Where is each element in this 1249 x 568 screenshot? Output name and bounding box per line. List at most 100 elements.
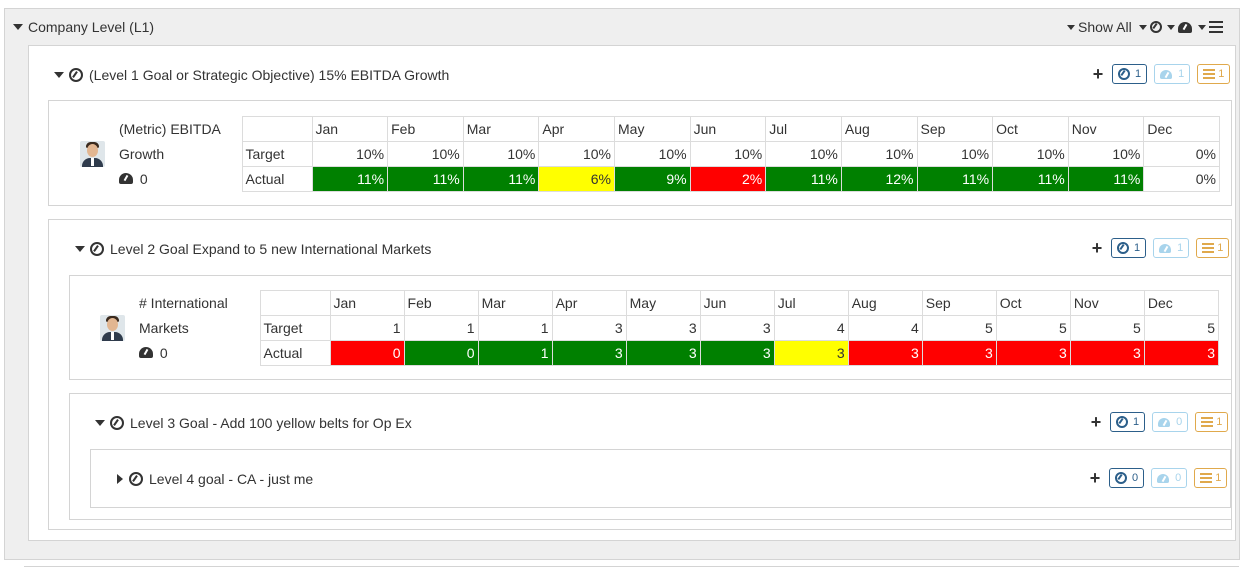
- task-count-badge[interactable]: 1: [1197, 64, 1231, 84]
- target-cell[interactable]: 10%: [387, 141, 464, 167]
- caret-down-icon[interactable]: [1138, 24, 1147, 30]
- goal-count-badge[interactable]: 1: [1112, 64, 1148, 84]
- caret-down-icon[interactable]: [1067, 24, 1075, 30]
- actual-cell[interactable]: 3: [1069, 340, 1145, 366]
- target-label: Target: [241, 141, 313, 167]
- caret-right-icon[interactable]: [117, 474, 123, 484]
- target-cell[interactable]: 0%: [1143, 141, 1220, 167]
- add-icon[interactable]: +: [1092, 64, 1104, 84]
- target-cell[interactable]: 10%: [765, 141, 842, 167]
- avatar: [100, 315, 125, 341]
- goal-l4-title[interactable]: Level 4 goal - CA - just me: [149, 471, 314, 487]
- add-icon[interactable]: +: [1091, 238, 1103, 258]
- month-header: Jun: [699, 290, 775, 316]
- goal-count-badge[interactable]: 1: [1110, 412, 1146, 432]
- target-cell[interactable]: 4: [773, 315, 849, 341]
- target-cell[interactable]: 5: [995, 315, 1071, 341]
- caret-down-icon[interactable]: [13, 24, 23, 30]
- actual-cell[interactable]: 2%: [689, 166, 767, 192]
- task-count-badge[interactable]: 1: [1195, 412, 1229, 432]
- actual-cell[interactable]: 6%: [538, 166, 615, 192]
- actual-cell[interactable]: 11%: [311, 166, 389, 192]
- month-header: Jul: [765, 116, 842, 142]
- target-cell[interactable]: 1: [477, 315, 553, 341]
- target-cell[interactable]: 1: [329, 315, 405, 341]
- actual-row: 0 Actual 0 0 1 3 3 3 3 3 3 3 3 3: [136, 340, 1220, 366]
- target-cell[interactable]: 1: [403, 315, 479, 341]
- actual-cell[interactable]: 11%: [765, 166, 842, 192]
- caret-down-icon[interactable]: [1197, 24, 1206, 30]
- target-cell[interactable]: 10%: [462, 141, 540, 167]
- goal-l1-title[interactable]: (Level 1 Goal or Strategic Objective) 15…: [89, 67, 450, 83]
- actual-cell[interactable]: 0: [329, 340, 405, 366]
- target-cell[interactable]: 10%: [311, 141, 389, 167]
- metric-count-badge[interactable]: 1: [1154, 64, 1191, 84]
- task-count-badge[interactable]: 1: [1196, 238, 1230, 258]
- add-icon[interactable]: +: [1090, 412, 1102, 432]
- target-cell[interactable]: 10%: [992, 141, 1069, 167]
- actual-cell[interactable]: 3: [625, 340, 701, 366]
- actual-cell[interactable]: 11%: [916, 166, 994, 192]
- add-icon[interactable]: +: [1089, 468, 1101, 488]
- task-filter-icon[interactable]: [1208, 21, 1223, 33]
- actual-cell[interactable]: 3: [699, 340, 775, 366]
- caret-down-icon[interactable]: [75, 246, 85, 252]
- goal-l2-title[interactable]: Level 2 Goal Expand to 5 new Internation…: [110, 241, 432, 257]
- metric-name[interactable]: # International: [139, 295, 228, 311]
- task-count-badge[interactable]: 1: [1194, 468, 1228, 488]
- target-cell[interactable]: 3: [699, 315, 775, 341]
- goal-count-badge[interactable]: 1: [1111, 238, 1147, 258]
- metric-name-cont[interactable]: Markets: [139, 320, 189, 336]
- target-cell[interactable]: 4: [847, 315, 923, 341]
- metric-count-badge[interactable]: 0: [1152, 412, 1189, 432]
- caret-down-icon[interactable]: [1166, 24, 1175, 30]
- target-cell[interactable]: 5: [1143, 315, 1220, 341]
- caret-down-icon[interactable]: [54, 72, 64, 78]
- actual-cell[interactable]: 11%: [992, 166, 1069, 192]
- target-cell[interactable]: 3: [551, 315, 627, 341]
- target-cell[interactable]: 3: [625, 315, 701, 341]
- avatar: [80, 141, 105, 167]
- month-header: Feb: [387, 116, 464, 142]
- goal-l2-header[interactable]: Level 2 Goal Expand to 5 new Internation…: [75, 241, 431, 257]
- target-cell[interactable]: 10%: [689, 141, 767, 167]
- goal-l3-title[interactable]: Level 3 Goal - Add 100 yellow belts for …: [130, 415, 412, 431]
- actual-cell[interactable]: 11%: [1067, 166, 1145, 192]
- target-cell[interactable]: 10%: [538, 141, 615, 167]
- actual-cell[interactable]: 11%: [387, 166, 464, 192]
- goal-filter-icon[interactable]: [1149, 21, 1162, 33]
- goal-l1-header[interactable]: (Level 1 Goal or Strategic Objective) 15…: [54, 67, 449, 83]
- goal-l2-actions: + 1 1 1: [1090, 238, 1230, 258]
- target-cell[interactable]: 10%: [614, 141, 691, 167]
- actual-cell[interactable]: 9%: [614, 166, 691, 192]
- metric-filter-icon[interactable]: [1177, 21, 1192, 33]
- actual-cell[interactable]: 3: [995, 340, 1071, 366]
- actual-cell[interactable]: 3: [551, 340, 627, 366]
- metric-count-badge[interactable]: 0: [1151, 468, 1188, 488]
- task-list-icon: [1201, 417, 1214, 427]
- metric-name-cont[interactable]: Growth: [119, 146, 165, 162]
- goal-l3-header[interactable]: Level 3 Goal - Add 100 yellow belts for …: [95, 415, 412, 431]
- actual-cell[interactable]: 12%: [840, 166, 918, 192]
- actual-cell[interactable]: 3: [773, 340, 849, 366]
- company-level-title: Company Level (L1): [28, 19, 155, 35]
- goal-count-badge[interactable]: 0: [1109, 468, 1145, 488]
- target-cell[interactable]: 10%: [840, 141, 918, 167]
- metric-count-badge[interactable]: 1: [1153, 238, 1190, 258]
- actual-cell[interactable]: 3: [847, 340, 923, 366]
- metric-name[interactable]: (Metric) EBITDA: [119, 121, 221, 137]
- show-all-dropdown[interactable]: Show All: [1078, 19, 1132, 35]
- actual-cell[interactable]: 0: [403, 340, 479, 366]
- target-cell[interactable]: 10%: [916, 141, 994, 167]
- actual-cell[interactable]: 3: [921, 340, 997, 366]
- actual-cell[interactable]: 11%: [462, 166, 540, 192]
- target-cell[interactable]: 5: [1069, 315, 1145, 341]
- target-cell[interactable]: 10%: [1067, 141, 1145, 167]
- actual-cell[interactable]: 1: [477, 340, 553, 366]
- caret-down-icon[interactable]: [95, 420, 105, 426]
- actual-cell[interactable]: 3: [1143, 340, 1220, 366]
- actual-cell[interactable]: 0%: [1143, 166, 1220, 192]
- target-cell[interactable]: 5: [921, 315, 997, 341]
- goal-l4-header[interactable]: Level 4 goal - CA - just me: [117, 471, 313, 487]
- company-level-toggle[interactable]: Company Level (L1): [13, 19, 154, 35]
